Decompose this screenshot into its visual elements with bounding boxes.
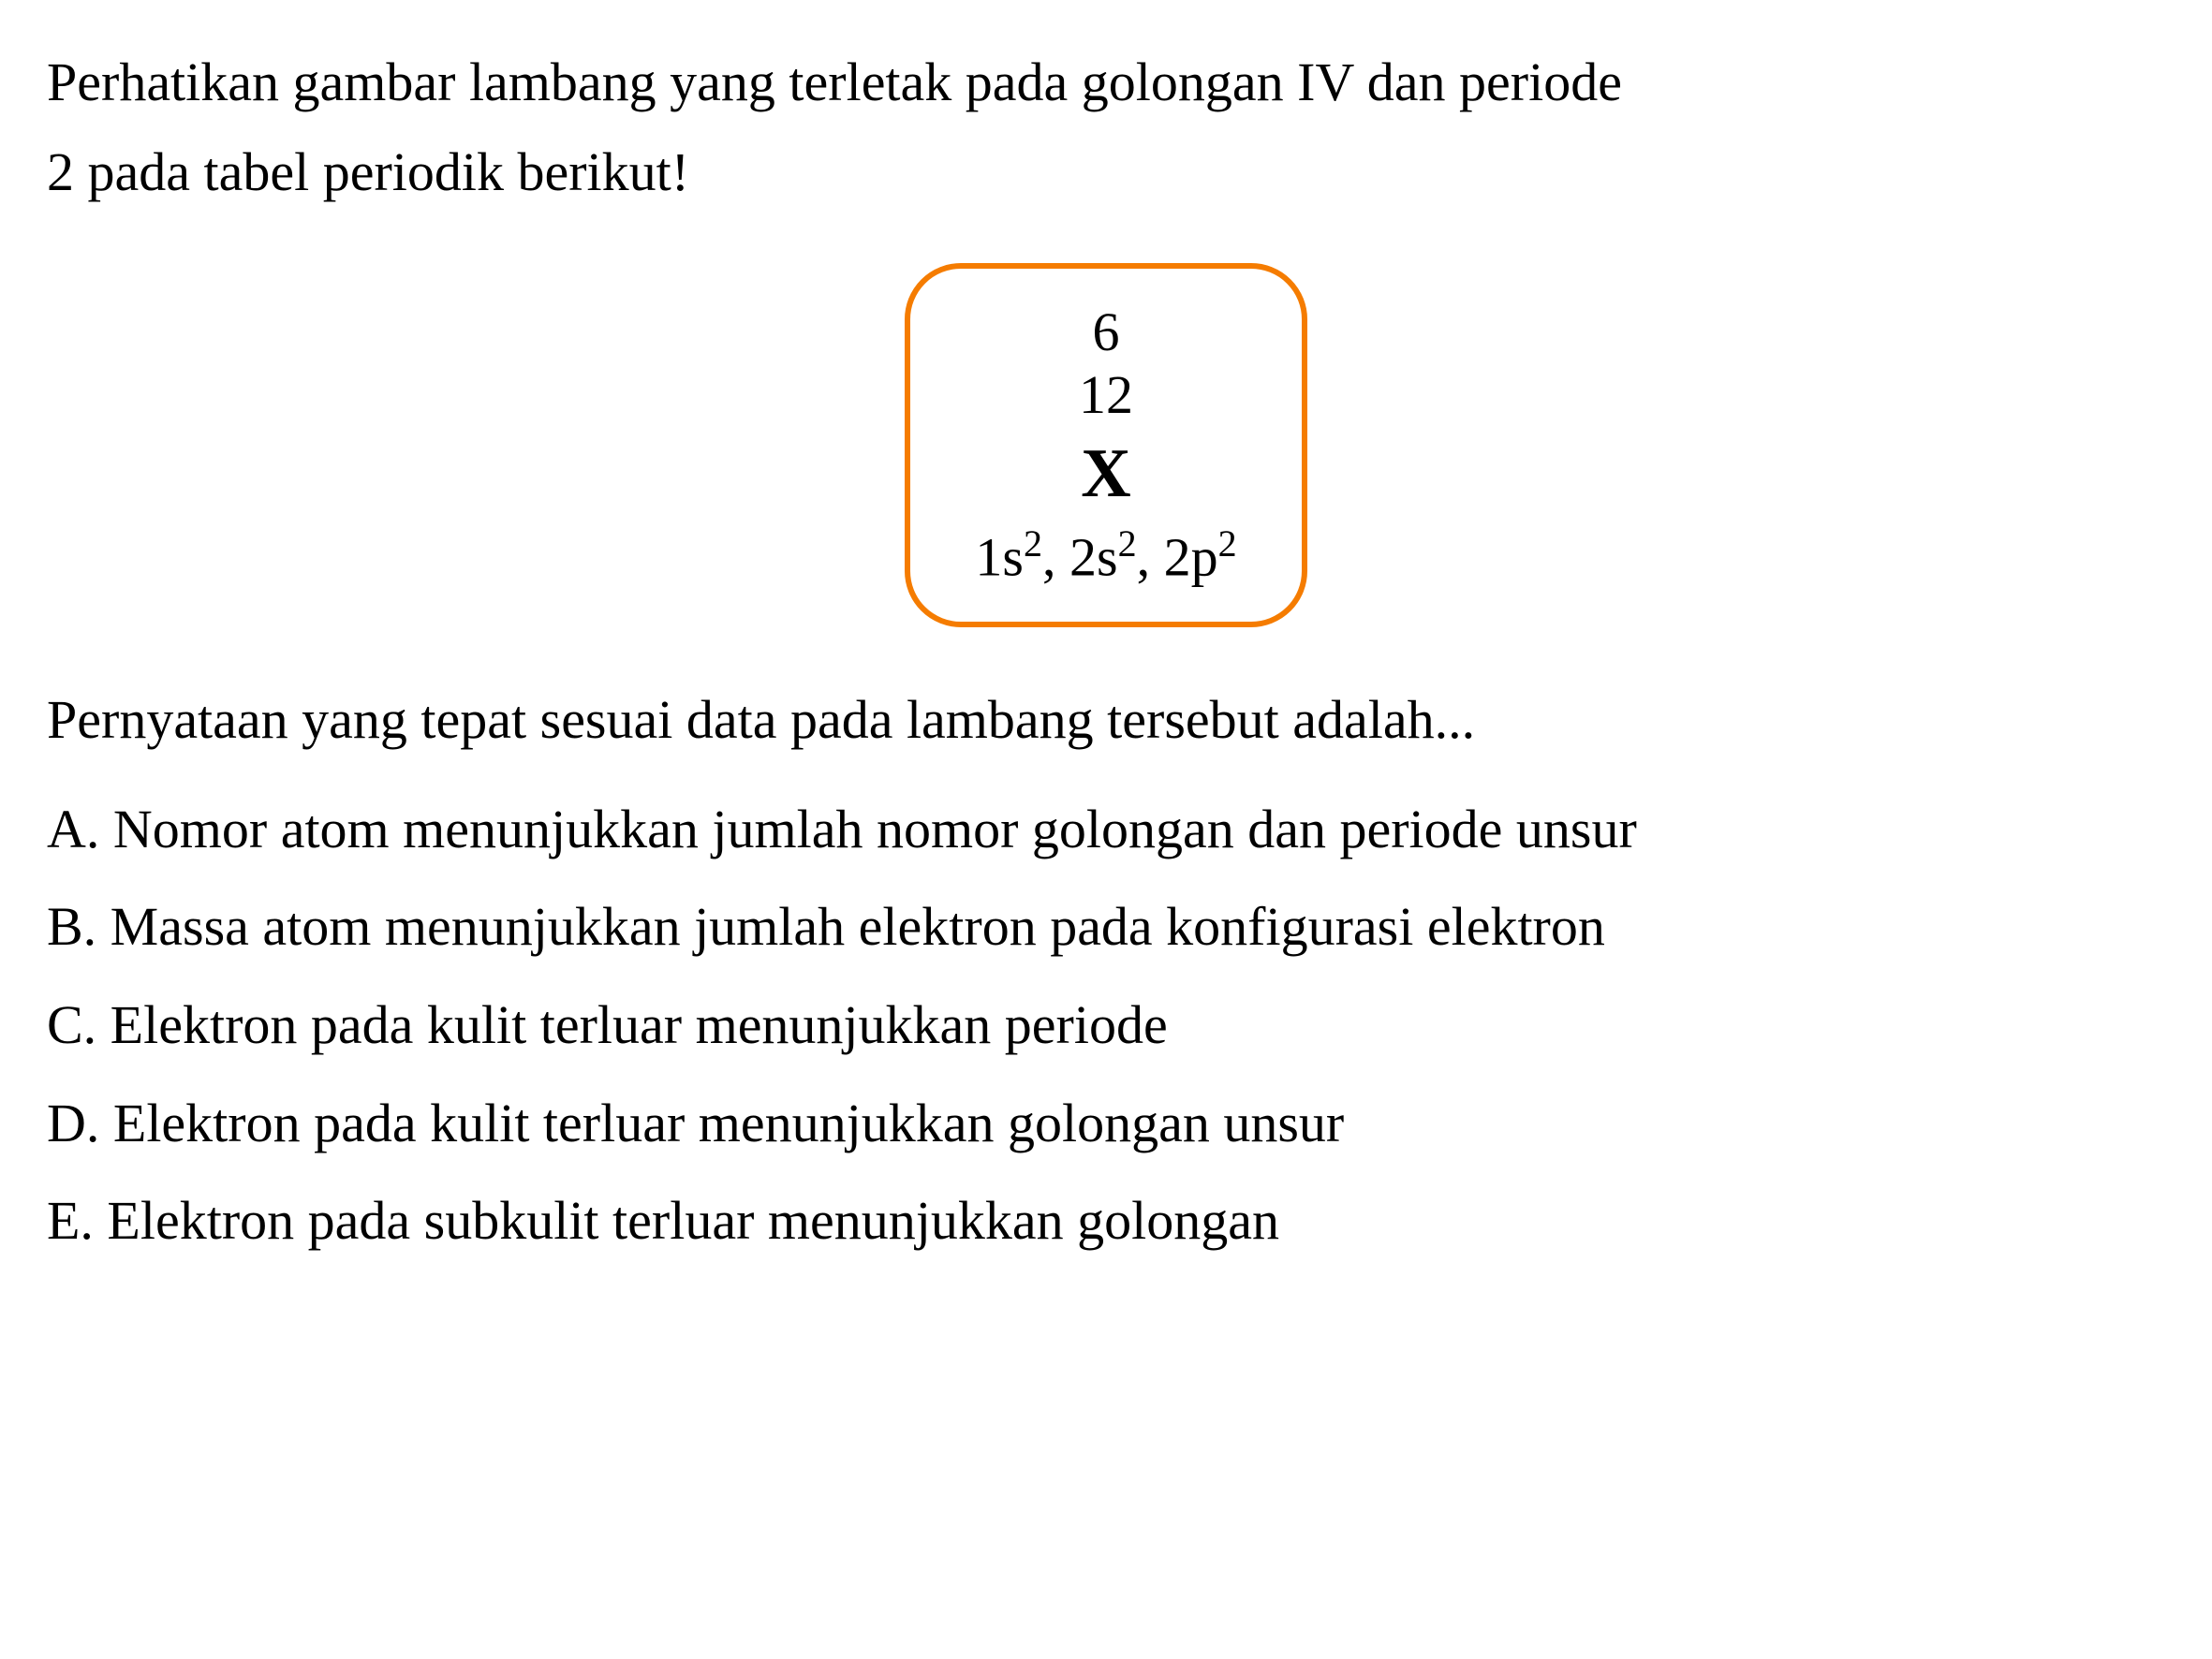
config-1s-base: 1s [975,527,1024,588]
config-2s-base: 2s [1069,527,1118,588]
option-a: A. Nomor atom menunjukkan jumlah nomor g… [47,784,2165,876]
option-c: C. Elektron pada kulit terluar menunjukk… [47,979,2165,1072]
element-box-wrapper: 6 12 X 1s2, 2s2, 2p2 [47,263,2165,627]
config-2s-sup: 2 [1118,522,1137,565]
mass-number: 12 [966,364,1246,427]
periodic-element-box: 6 12 X 1s2, 2s2, 2p2 [905,263,1307,627]
element-symbol: X [966,431,1246,518]
intro-line-1: Perhatikan gambar lambang yang terletak … [47,51,1622,112]
intro-line-2: 2 pada tabel periodik berikut! [47,141,689,202]
option-e: E. Elektron pada subkulit terluar menunj… [47,1175,2165,1268]
config-sep-2: , [1137,527,1164,588]
config-2p-sup: 2 [1218,522,1237,565]
question-text: Pernyataan yang tepat sesuai data pada l… [47,674,2165,767]
electron-configuration: 1s2, 2s2, 2p2 [966,522,1246,589]
config-sep-1: , [1042,527,1069,588]
atomic-number: 6 [966,301,1246,364]
intro-paragraph: Perhatikan gambar lambang yang terletak … [47,37,2165,216]
option-b: B. Massa atom menunjukkan jumlah elektro… [47,881,2165,974]
option-d: D. Elektron pada kulit terluar menunjukk… [47,1078,2165,1170]
config-1s-sup: 2 [1024,522,1042,565]
config-2p-base: 2p [1164,527,1218,588]
